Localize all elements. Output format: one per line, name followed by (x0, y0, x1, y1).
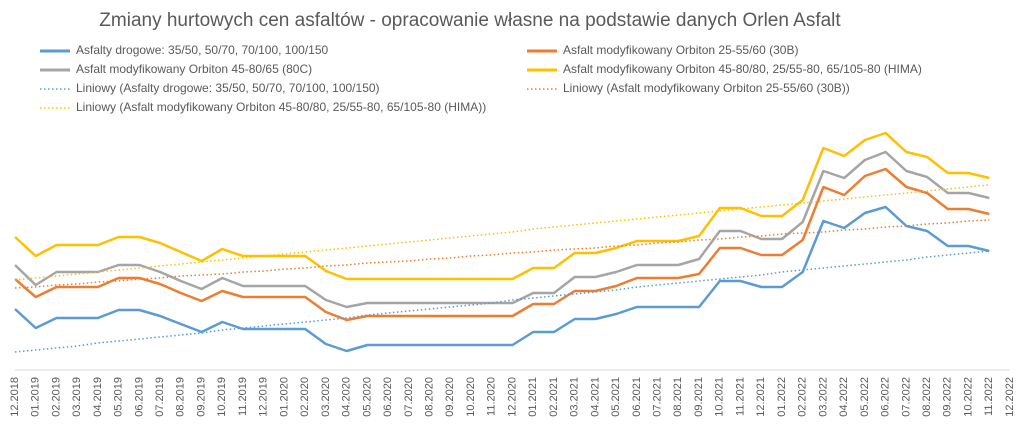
x-tick-label: 09.2022 (942, 377, 954, 417)
x-tick-label: 03.2020 (320, 377, 332, 417)
x-tick-label: 08.2019 (175, 377, 187, 417)
x-tick-label: 10.2021 (714, 377, 726, 417)
legend-label: Asfalty drogowe: 35/50, 50/70, 70/100, 1… (76, 43, 329, 57)
series-line (14, 150, 990, 309)
x-tick-label: 03.2021 (569, 377, 581, 417)
x-tick-label: 12.2022 (1004, 377, 1016, 417)
x-tick-label: 08.2021 (672, 377, 684, 417)
legend-label: Asfalt modyfikowany Orbiton 25-55/60 (30… (563, 43, 798, 57)
x-tick-label: 04.2021 (589, 377, 601, 417)
x-tick-label: 06.2020 (382, 377, 394, 417)
x-tick-label: 05.2020 (361, 377, 373, 417)
x-tick-label: 03.2022 (817, 377, 829, 417)
x-tick-label: 10.2022 (962, 377, 974, 417)
x-tick-label: 11.2022 (983, 377, 995, 416)
x-tick-label: 11.2020 (486, 377, 498, 416)
x-tick-label: 05.2022 (859, 377, 871, 417)
x-tick-label: 07.2020 (403, 377, 415, 417)
x-tick-label: 08.2020 (423, 377, 435, 417)
x-tick-label: 10.2020 (465, 377, 477, 417)
x-tick-label: 10.2019 (216, 377, 228, 417)
x-tick-label: 03.2019 (71, 377, 83, 417)
x-tick-label: 09.2021 (693, 377, 705, 417)
x-tick-label: 11.2021 (734, 377, 746, 416)
x-tick-label: 04.2019 (92, 377, 104, 417)
series-line (14, 131, 990, 281)
x-tick-label: 08.2022 (921, 377, 933, 417)
legend-label: Asfalt modyfikowany Orbiton 45-80/80, 25… (563, 62, 922, 76)
x-tick-label: 12.2018 (9, 377, 21, 417)
x-tick-label: 11.2019 (237, 377, 249, 416)
x-tick-label: 04.2020 (341, 377, 353, 417)
x-tick-label: 12.2019 (258, 377, 270, 417)
chart-title: Zmiany hurtowych cen asfaltów - opracowa… (99, 10, 841, 31)
x-tick-label: 01.2020 (278, 377, 290, 417)
x-tick-label: 07.2021 (652, 377, 664, 417)
trend-line (14, 184, 990, 281)
x-tick-label: 02.2020 (299, 377, 311, 417)
trend-line (14, 219, 990, 289)
x-tick-label: 05.2021 (610, 377, 622, 417)
x-tick-label: 01.2022 (776, 377, 788, 417)
x-tick-label: 07.2019 (154, 377, 166, 417)
series-line (14, 167, 990, 322)
x-tick-label: 04.2022 (838, 377, 850, 417)
x-tick-label: 09.2020 (444, 377, 456, 417)
x-tick-label: 06.2021 (631, 377, 643, 417)
series-line (14, 205, 990, 353)
x-tick-label: 02.2021 (548, 377, 560, 417)
legend-label: Asfalt modyfikowany Orbiton 45-80/65 (80… (76, 62, 312, 76)
trend-line (14, 250, 990, 353)
legend-label: Liniowy (Asfalt modyfikowany Orbiton 25-… (563, 81, 850, 95)
x-tick-label: 02.2019 (50, 377, 62, 417)
legend-label: Liniowy (Asfalt modyfikowany Orbiton 45-… (76, 100, 486, 114)
x-tick-label: 06.2019 (133, 377, 145, 417)
x-tick-label: 09.2019 (195, 377, 207, 417)
x-tick-label: 05.2019 (113, 377, 125, 417)
legend-label: Liniowy (Asfalty drogowe: 35/50, 50/70, … (76, 81, 380, 95)
x-tick-label: 01.2019 (30, 377, 42, 417)
x-tick-label: 12.2020 (506, 377, 518, 417)
x-tick-label: 01.2021 (527, 377, 539, 417)
x-tick-label: 12.2021 (755, 377, 767, 417)
x-tick-label: 02.2022 (797, 377, 809, 417)
x-tick-label: 07.2022 (900, 377, 912, 417)
x-tick-label: 06.2022 (880, 377, 892, 417)
